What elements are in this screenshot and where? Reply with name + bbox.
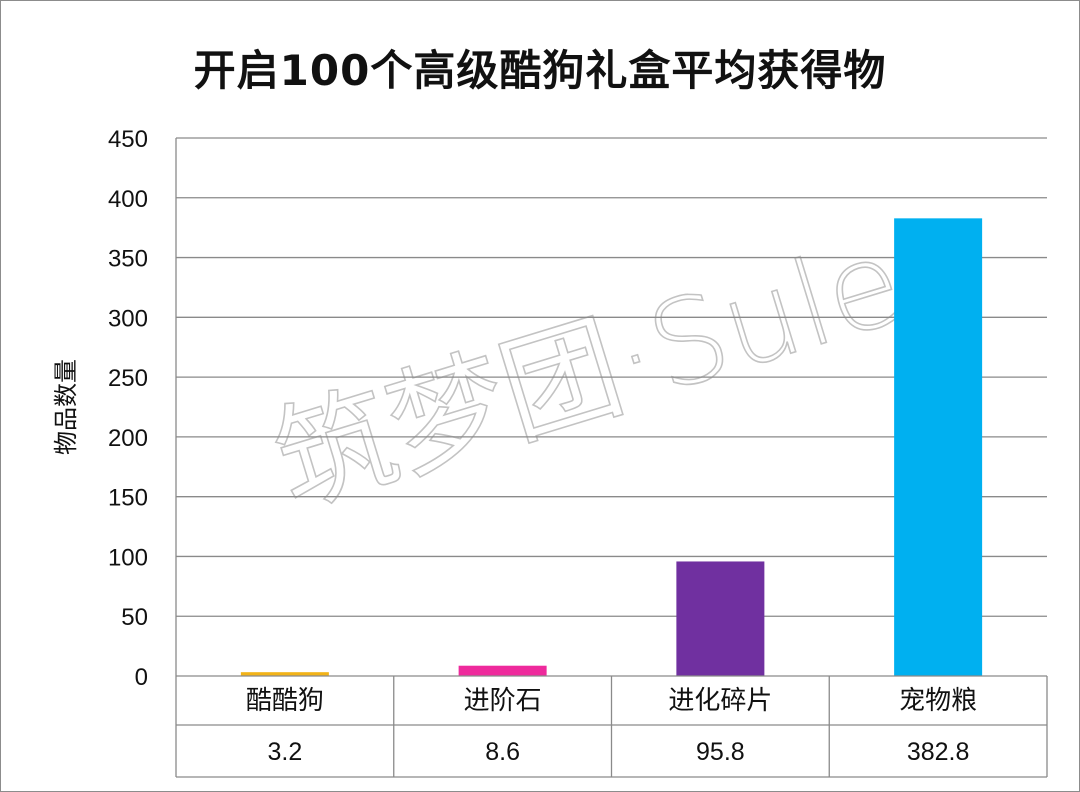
data-value-label: 3.2: [267, 738, 302, 766]
bar-2: [458, 665, 547, 676]
y-tick-label: 300: [108, 305, 148, 332]
y-tick-label: 50: [121, 604, 148, 631]
data-value-label: 382.8: [907, 738, 970, 766]
y-tick-label: 150: [108, 485, 148, 512]
y-tick-label: 400: [108, 186, 148, 213]
bar-3: [676, 561, 765, 676]
x-category-label: 进阶石: [464, 686, 542, 716]
data-value-label: 95.8: [696, 738, 745, 766]
data-value-label: 8.6: [485, 738, 520, 766]
x-category-label: 酷酷狗: [246, 686, 324, 716]
watermark-text: 筑梦团·Sule: [259, 212, 918, 533]
y-tick-label: 200: [108, 425, 148, 452]
y-tick-label: 450: [108, 126, 148, 153]
x-category-label: 宠物粮: [899, 686, 977, 716]
bar-1: [240, 672, 329, 676]
bar-4: [894, 218, 983, 676]
x-category-label: 进化碎片: [668, 686, 772, 716]
y-tick-label: 250: [108, 365, 148, 392]
y-axis-label: 物品数量: [52, 359, 80, 455]
chart-title: 开启100个高级酷狗礼盒平均获得物: [193, 46, 887, 95]
y-tick-label: 350: [108, 246, 148, 273]
y-tick-label: 0: [135, 664, 148, 691]
y-tick-label: 100: [108, 544, 148, 571]
